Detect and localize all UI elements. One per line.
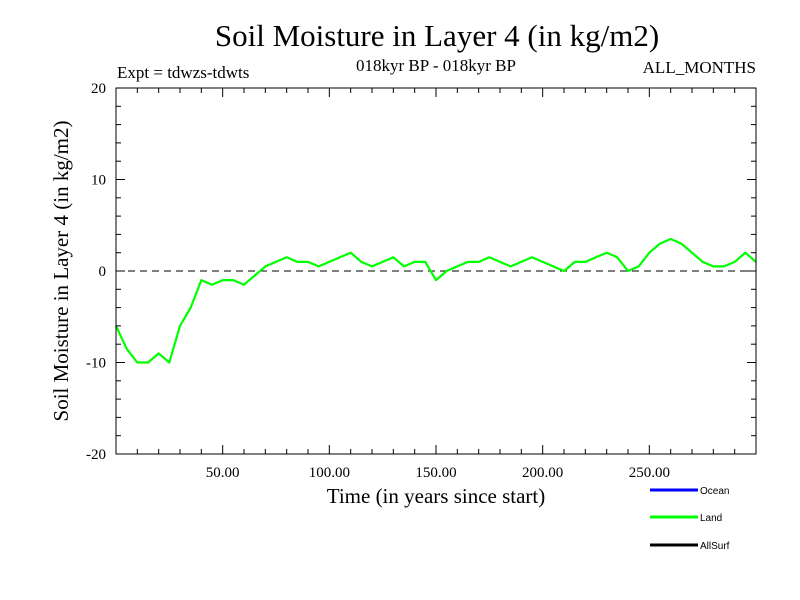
x-tick-label: 50.00 bbox=[206, 465, 240, 481]
months-label: ALL_MONTHS bbox=[643, 58, 756, 77]
y-tick-label: 0 bbox=[99, 264, 107, 280]
experiment-label: Expt = tdwzs-tdwts bbox=[117, 63, 249, 82]
y-tick-label: -20 bbox=[86, 447, 106, 463]
ticks-layer bbox=[116, 88, 756, 454]
x-axis-label: Time (in years since start) bbox=[327, 484, 546, 508]
x-tick-label: 100.00 bbox=[309, 465, 350, 481]
y-tick-label: 20 bbox=[91, 81, 106, 97]
chart-title: Soil Moisture in Layer 4 (in kg/m2) bbox=[215, 18, 659, 53]
y-tick-label: -10 bbox=[86, 356, 106, 372]
x-tick-label: 200.00 bbox=[522, 465, 563, 481]
y-tick-label: 10 bbox=[91, 173, 106, 189]
legend-label-land: Land bbox=[700, 513, 722, 524]
legend-label-allsurf: AllSurf bbox=[700, 541, 730, 552]
x-tick-labels: 50.00 100.00 150.00 200.00 250.00 bbox=[206, 465, 670, 481]
x-tick-label: 150.00 bbox=[415, 465, 456, 481]
period-label: 018kyr BP - 018kyr BP bbox=[356, 56, 516, 75]
legend: Ocean Land AllSurf bbox=[650, 486, 730, 552]
legend-label-ocean: Ocean bbox=[700, 486, 729, 497]
y-tick-labels: -20 -10 0 10 20 bbox=[86, 81, 106, 463]
x-tick-label: 250.00 bbox=[629, 465, 670, 481]
series-layer bbox=[115, 237, 757, 364]
series-line-land bbox=[115, 237, 757, 364]
y-axis-label: Soil Moisture in Layer 4 (in kg/m2) bbox=[49, 121, 73, 422]
